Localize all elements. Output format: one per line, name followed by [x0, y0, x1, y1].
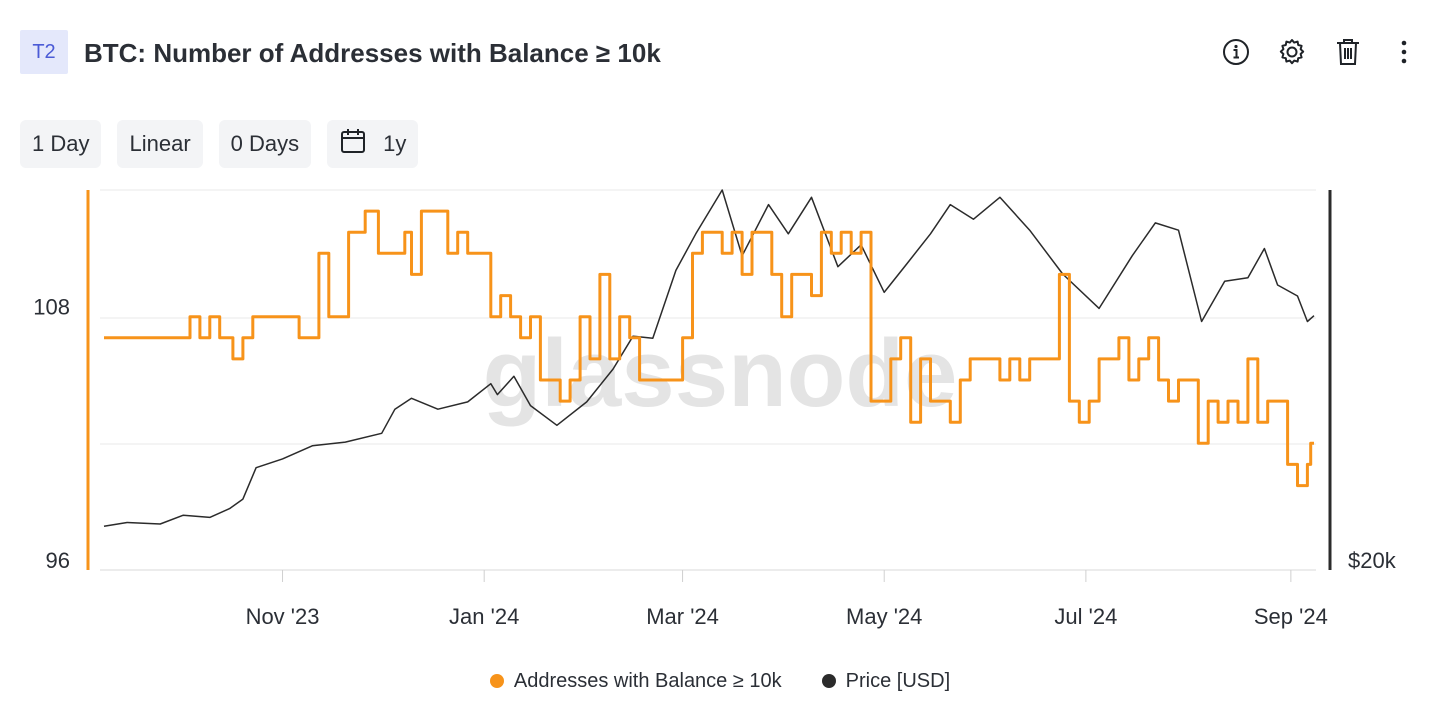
x-tick-label: Nov '23	[246, 604, 320, 629]
legend-item-addresses[interactable]: Addresses with Balance ≥ 10k	[489, 666, 782, 696]
chart-header: T2 BTC: Number of Addresses with Balance…	[20, 30, 1420, 74]
chart-canvas[interactable]: glassnode 108 96 $20k Nov '23 Jan '24 Mar '24…	[0, 0, 1440, 660]
legend-label-addresses: Addresses with Balance ≥ 10k	[513, 669, 782, 692]
calendar-icon	[339, 127, 367, 161]
legend-label-price: Price [USD]	[845, 669, 951, 692]
series-line-addresses	[104, 209, 1314, 488]
series-layer	[103, 189, 1315, 527]
chart-controls: 1 Day Linear 0 Days 1y	[20, 120, 419, 168]
series-line-price	[103, 189, 1315, 527]
legend: Addresses with Balance ≥ 10k Price [USD]	[0, 666, 1440, 696]
x-tick-label: Jan '24	[449, 604, 519, 629]
y2-tick-label: $20k	[1348, 548, 1397, 573]
watermark: glassnode	[483, 320, 958, 427]
y-tick-label: 96	[46, 548, 70, 573]
x-tick-label: Sep '24	[1254, 604, 1328, 629]
more-vertical-icon[interactable]	[1388, 36, 1420, 68]
chart-title: BTC: Number of Addresses with Balance ≥ …	[84, 38, 661, 68]
header-actions	[1220, 36, 1420, 68]
gear-icon[interactable]	[1276, 36, 1308, 68]
x-tick-label: Jul '24	[1054, 604, 1117, 629]
range-select[interactable]: 1y	[327, 120, 419, 168]
scale-select[interactable]: Linear	[117, 120, 203, 168]
x-tick-label: May '24	[846, 604, 922, 629]
legend-swatch-price	[821, 674, 836, 688]
legend-item-price[interactable]: Price [USD]	[821, 666, 951, 696]
tier-badge: T2	[20, 30, 68, 74]
y-tick-label: 108	[33, 295, 70, 320]
range-label: 1y	[383, 131, 407, 156]
sma-select[interactable]: 0 Days	[218, 120, 312, 168]
axis-ticks: 108 96 $20k Nov '23 Jan '24 Mar '24 May '24 Jul…	[33, 295, 1396, 629]
trash-icon[interactable]	[1332, 36, 1364, 68]
resolution-select[interactable]: 1 Day	[20, 120, 102, 168]
x-tick-label: Mar '24	[646, 604, 719, 629]
info-icon[interactable]	[1220, 36, 1252, 68]
legend-swatch-addresses	[489, 674, 504, 688]
